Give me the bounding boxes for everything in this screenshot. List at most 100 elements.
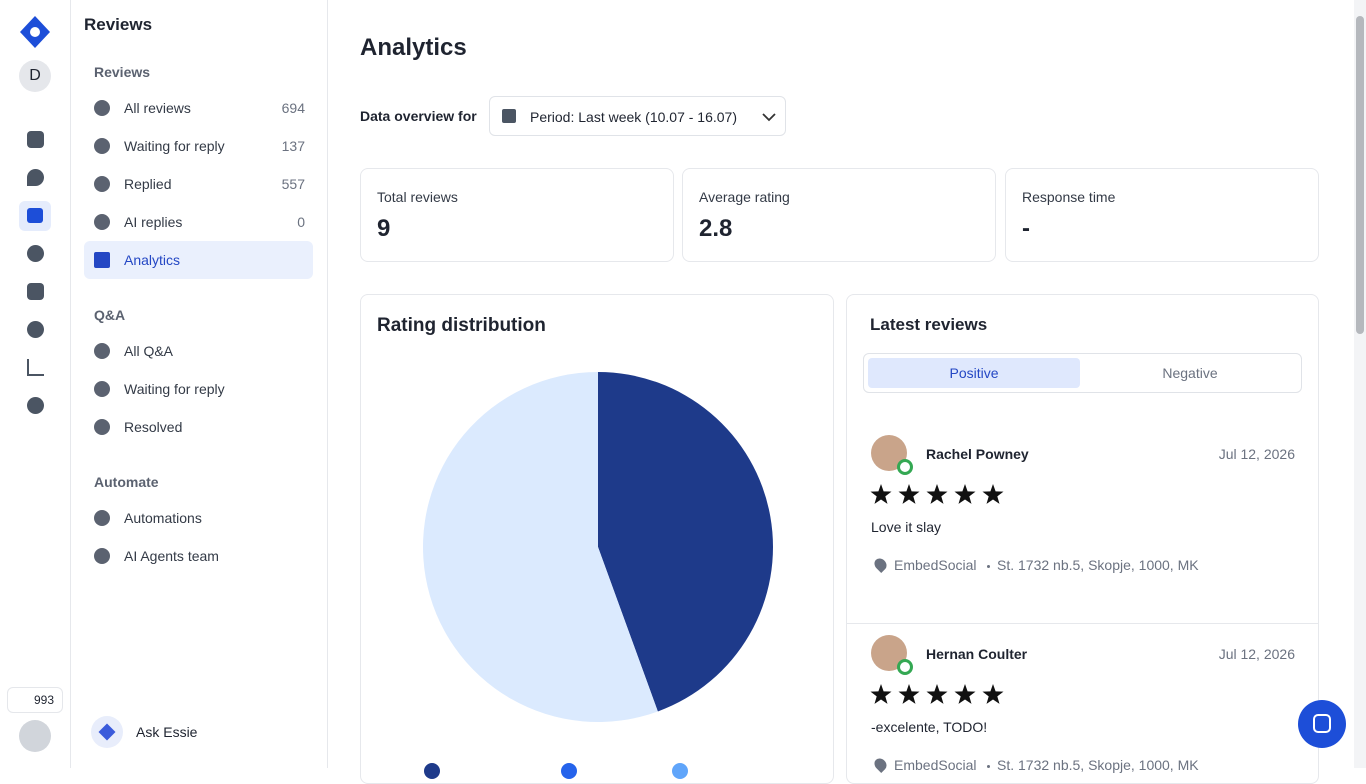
avatar[interactable]: D [19, 60, 51, 92]
nav-icon [94, 343, 110, 359]
nav-item[interactable]: All Q&A [84, 332, 313, 370]
stat-value: 2.8 [699, 215, 733, 242]
star [982, 484, 1004, 504]
review-date: Jul 12, 2026 [1218, 446, 1295, 462]
chat-button[interactable] [1298, 700, 1346, 748]
stars [870, 484, 1004, 504]
google-badge [897, 459, 913, 475]
reviewer-avatar [871, 635, 913, 675]
stat-card: Response time - [1005, 168, 1319, 262]
section-heading: Q&A [94, 307, 126, 323]
nav-count: 557 [281, 176, 305, 192]
nav-item[interactable]: AI replies 0 [84, 203, 313, 241]
separator-dot [987, 565, 990, 568]
review-address: St. 1732 nb.5, Skopje, 1000, MK [997, 557, 1199, 573]
reviewer-avatar [871, 435, 913, 475]
star [870, 684, 892, 704]
calendar-icon [502, 109, 516, 123]
nav-label: Resolved [124, 419, 183, 435]
ask-icon[interactable] [91, 716, 123, 748]
star [898, 484, 920, 504]
legend-dot [561, 763, 577, 779]
nav-item[interactable]: Replied 557 [84, 165, 313, 203]
nav-label: Analytics [124, 252, 181, 268]
logo [20, 16, 50, 48]
nav-item[interactable]: Analytics [84, 241, 313, 279]
review-source: EmbedSocial [894, 757, 977, 773]
separator-dot [987, 765, 990, 768]
pie-slice [598, 372, 773, 712]
inbox-active[interactable] [19, 201, 51, 231]
nav-icon [94, 510, 110, 526]
nav-icon [94, 548, 110, 564]
star [926, 684, 948, 704]
period-select[interactable]: Period: Last week (10.07 - 16.07) [489, 96, 786, 136]
location-icon[interactable] [27, 169, 44, 186]
nav-label: Replied [124, 176, 172, 192]
nav-panel: Reviews Ask Essie Reviews All reviews 694 W… [71, 0, 328, 768]
nav-label: All Q&A [124, 343, 174, 359]
filter-label: Data overview for [360, 108, 477, 124]
stars [870, 684, 1004, 704]
review-text: -excelente, TODO! [871, 719, 988, 735]
page-title: Analytics [360, 34, 467, 61]
review: Rachel Powney Jul 12, 2026 Love it slay Emb… [847, 425, 1318, 623]
home-icon[interactable] [27, 131, 44, 148]
nav-icon [94, 100, 110, 116]
compass-icon[interactable] [27, 245, 44, 262]
nav-item[interactable]: AI Agents team [84, 537, 313, 575]
nav-item[interactable]: Automations [84, 499, 313, 537]
review-date: Jul 12, 2026 [1218, 646, 1295, 662]
nav-item[interactable]: All reviews 694 [84, 89, 313, 127]
nav-item[interactable]: Waiting for reply 137 [84, 127, 313, 165]
nav-icon [94, 138, 110, 154]
stat-value: - [1022, 215, 1030, 242]
nav-title: Reviews [84, 15, 153, 34]
review-address: St. 1732 nb.5, Skopje, 1000, MK [997, 757, 1199, 773]
chart-icon[interactable] [27, 359, 44, 376]
stat-card: Total reviews 9 [360, 168, 674, 262]
review-source: EmbedSocial [894, 557, 977, 573]
star [954, 684, 976, 704]
latest-card: Latest reviews Positive Negative Rachel … [846, 294, 1319, 784]
review: Hernan Coulter Jul 12, 2026 -excelente, TO… [847, 623, 1318, 783]
nav-item[interactable]: Resolved [84, 408, 313, 446]
tab-negative[interactable]: Negative [1162, 365, 1218, 381]
main: Analytics Data overview for Period: Last… [328, 0, 1354, 784]
nav-label: Automations [124, 510, 202, 526]
pie-chart [422, 372, 773, 779]
nav-icon [94, 419, 110, 435]
stat-value: 9 [377, 215, 391, 242]
ask-essie[interactable]: Ask Essie [136, 724, 198, 740]
clock-icon[interactable] [27, 321, 44, 338]
nav-count: 137 [281, 138, 305, 154]
reviewer-name: Rachel Powney [926, 446, 1029, 462]
star [954, 484, 976, 504]
pin-icon [872, 556, 889, 573]
stat-card: Average rating 2.8 [682, 168, 996, 262]
nav-item[interactable]: Waiting for reply [84, 370, 313, 408]
pie-slice [422, 372, 658, 722]
nav-label: All reviews [124, 100, 191, 116]
nav-icon [94, 214, 110, 230]
nav-count: 0 [297, 214, 305, 230]
calendar-icon[interactable] [27, 283, 44, 300]
nav-label: AI Agents team [124, 548, 219, 564]
star [898, 684, 920, 704]
stat-label: Average rating [699, 189, 790, 205]
pin-icon [872, 756, 889, 773]
tab-positive[interactable]: Positive [868, 358, 1080, 388]
section-heading: Reviews [94, 64, 151, 80]
latest-title: Latest reviews [870, 315, 988, 334]
star [870, 484, 892, 504]
star [982, 684, 1004, 704]
icon-rail: D 993 [0, 0, 71, 768]
legend-dot [424, 763, 440, 779]
legend-dot [672, 763, 688, 779]
user-avatar[interactable] [19, 720, 51, 752]
credits: 993 [7, 687, 63, 713]
nav-count: 694 [281, 100, 305, 116]
globe-icon[interactable] [27, 397, 44, 414]
nav-icon [94, 252, 110, 268]
